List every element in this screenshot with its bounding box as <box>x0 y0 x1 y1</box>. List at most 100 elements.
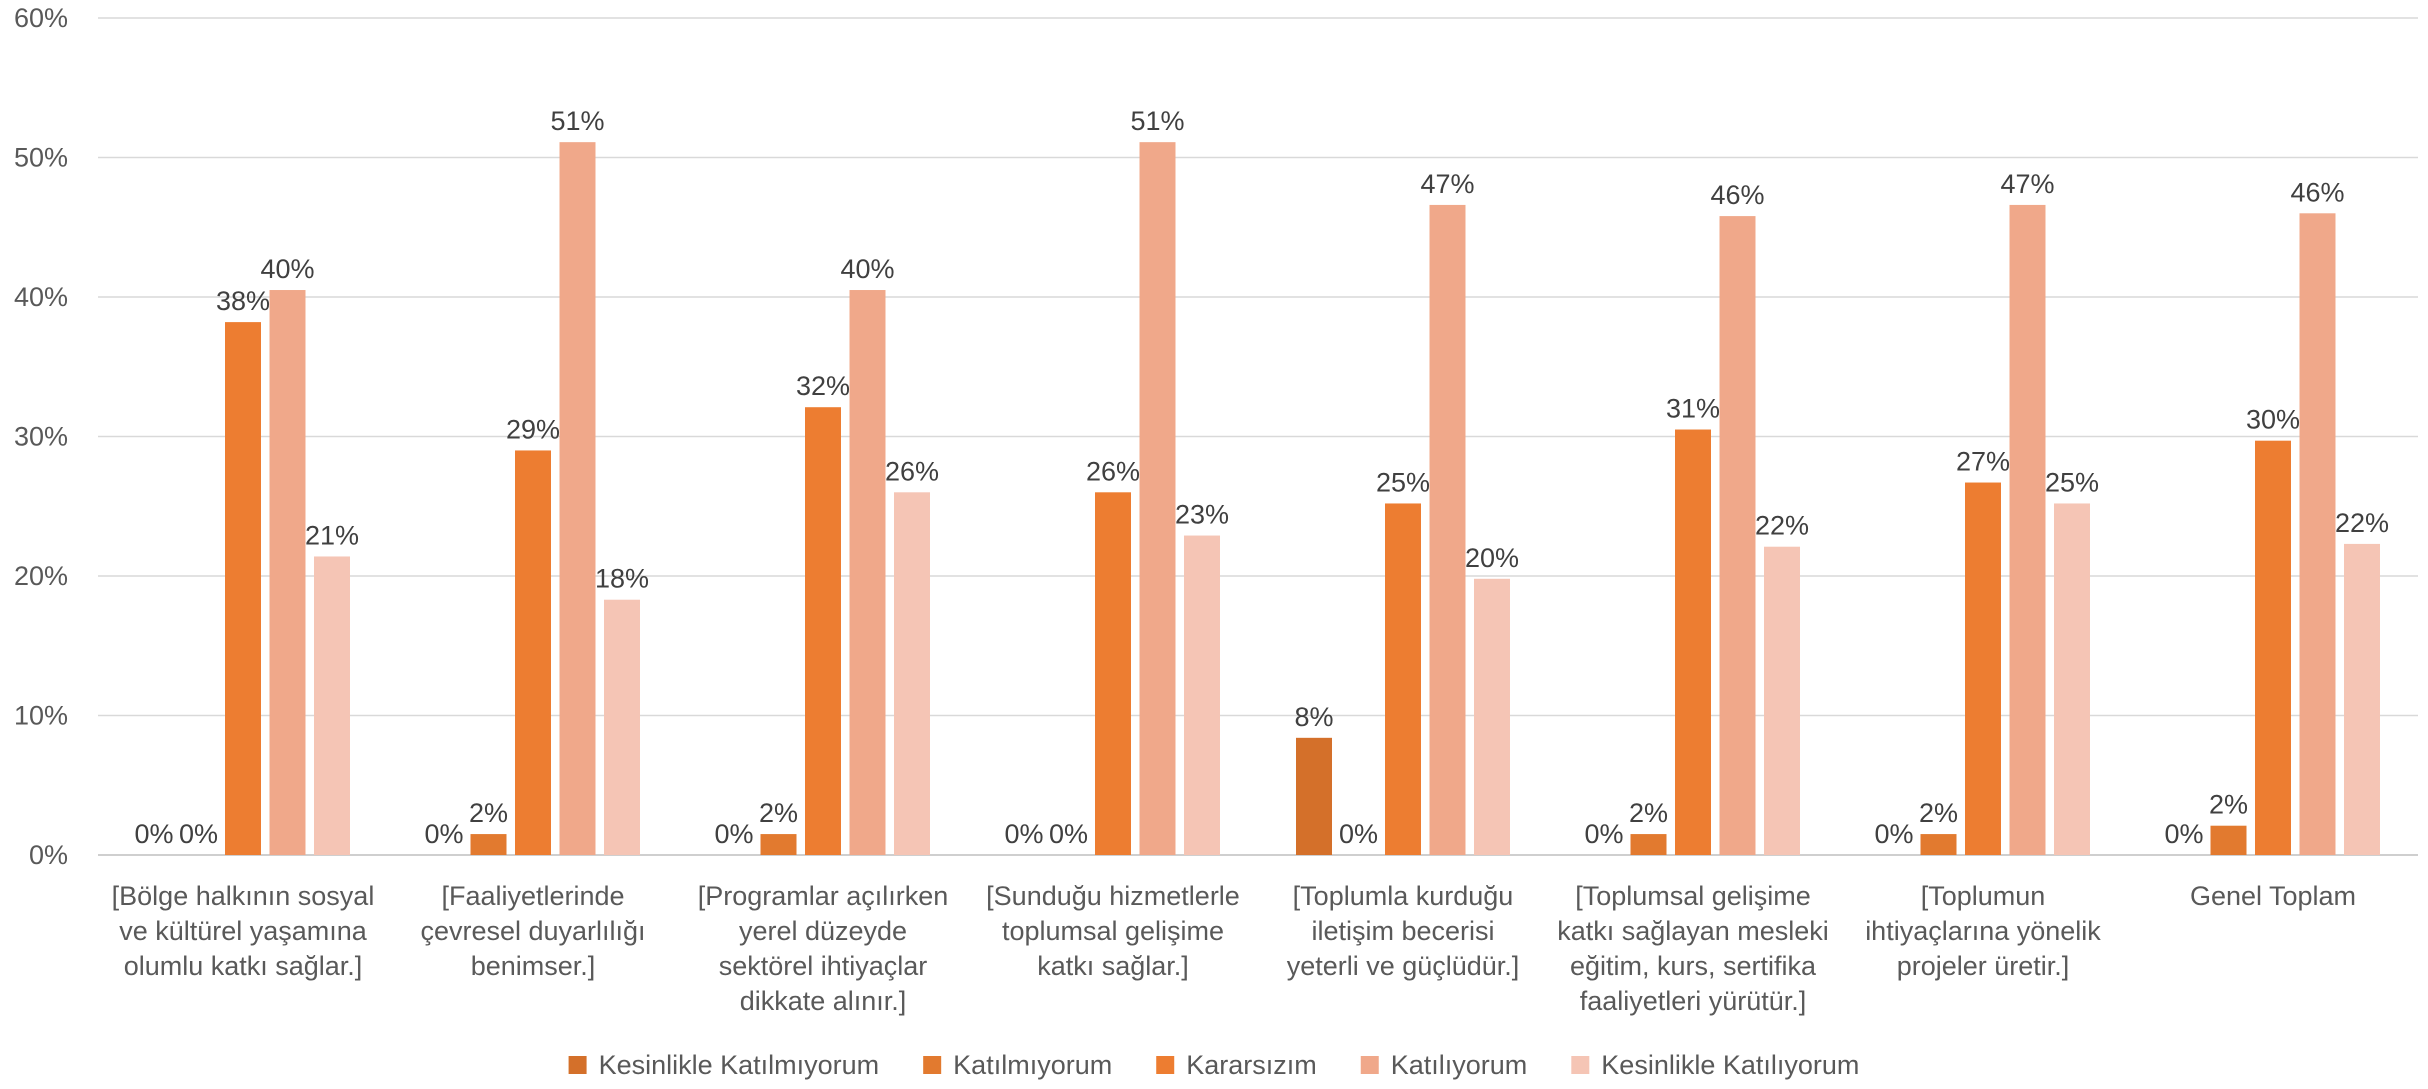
y-tick-label: 20% <box>14 561 68 591</box>
bar <box>1385 503 1421 855</box>
bar <box>2009 204 2046 855</box>
legend-swatch <box>568 1056 587 1074</box>
y-axis-tick-labels: 0% 10% 20% 30% 40% 50% 60% <box>14 3 68 870</box>
data-label: 22% <box>2335 508 2389 538</box>
data-label: 0% <box>1584 819 1623 849</box>
bar <box>894 492 930 855</box>
data-label: 2% <box>469 798 508 828</box>
data-label: 23% <box>1175 500 1229 530</box>
data-label: 29% <box>506 414 560 444</box>
bar <box>314 556 350 855</box>
y-tick-label: 10% <box>14 701 68 731</box>
bar <box>470 834 507 855</box>
data-label: 51% <box>550 106 604 136</box>
category-label-line: ihtiyaçlarına yönelik <box>1865 916 2101 946</box>
data-label: 32% <box>796 371 850 401</box>
data-label: 0% <box>1004 819 1043 849</box>
bar <box>849 290 886 855</box>
data-label: 8% <box>1294 702 1333 732</box>
category-label-line: yeterli ve güçlüdür.] <box>1287 951 1520 981</box>
gridlines <box>98 17 2418 856</box>
category-label-line: projeler üretir.] <box>1897 951 2070 981</box>
data-label: 2% <box>1919 798 1958 828</box>
data-label: 0% <box>179 819 218 849</box>
bar <box>225 322 261 855</box>
legend-swatch <box>923 1056 942 1074</box>
bar <box>2255 440 2291 855</box>
legend-label: Kesinlikle Katılıyorum <box>1601 1050 1859 1080</box>
bar <box>1139 142 1176 855</box>
bar <box>1719 216 1756 856</box>
legend-label: Kesinlikle Katılmıyorum <box>599 1050 880 1080</box>
data-label: 40% <box>840 254 894 284</box>
category-label-line: benimser.] <box>471 951 596 981</box>
category-label-line: [Programlar açılırken <box>698 881 949 911</box>
category-label: [Sunduğu hizmetlerle toplumsal gelişime ka… <box>986 881 1240 981</box>
bar <box>559 142 596 855</box>
category-label-line: [Toplumla kurduğu <box>1293 881 1514 911</box>
bar <box>1920 834 1957 855</box>
data-label: 0% <box>424 819 463 849</box>
category-label: [Faaliyetlerinde çevresel duyarlılığı beni… <box>420 881 645 981</box>
data-label: 46% <box>1710 180 1764 210</box>
bar <box>1184 535 1220 855</box>
category-label-line: iletişim becerisi <box>1311 916 1494 946</box>
bar <box>1630 834 1667 855</box>
data-label: 18% <box>595 564 649 594</box>
category-label-line: katkı sağlayan mesleki <box>1557 916 1829 946</box>
data-label: 0% <box>1874 819 1913 849</box>
category-label-line: [Sunduğu hizmetlerle <box>986 881 1240 911</box>
category-label-line: [Toplumsal gelişime <box>1575 881 1811 911</box>
data-label: 26% <box>1086 456 1140 486</box>
y-tick-label: 50% <box>14 143 68 173</box>
legend-label: Katılıyorum <box>1391 1050 1528 1080</box>
y-tick-label: 60% <box>14 3 68 33</box>
bar <box>760 834 797 855</box>
category-label: [Programlar açılırken yerel düzeyde sektör… <box>698 881 949 1016</box>
bar <box>805 407 841 855</box>
data-label: 47% <box>1420 169 1474 199</box>
y-tick-label: 0% <box>29 840 68 870</box>
bar <box>269 290 306 855</box>
data-label: 25% <box>2045 467 2099 497</box>
category-label-line: toplumsal gelişime <box>1002 916 1224 946</box>
category-label-line: faaliyetleri yürütür.] <box>1580 986 1807 1016</box>
data-label: 26% <box>885 456 939 486</box>
legend-swatch <box>1571 1056 1590 1074</box>
bars <box>225 142 2380 856</box>
data-label: 0% <box>2164 819 2203 849</box>
bar <box>1296 737 1332 855</box>
category-label-line: olumlu katkı sağlar.] <box>124 951 363 981</box>
data-label: 20% <box>1465 543 1519 573</box>
data-label: 2% <box>1629 798 1668 828</box>
data-label: 30% <box>2246 405 2300 435</box>
category-label-line: ve kültürel yaşamına <box>119 916 368 946</box>
data-label: 38% <box>216 286 270 316</box>
data-label: 0% <box>1049 819 1088 849</box>
bar <box>1429 204 1466 855</box>
bar <box>1675 429 1711 855</box>
data-label: 2% <box>2209 790 2248 820</box>
category-label-line: katkı sağlar.] <box>1037 951 1189 981</box>
category-label-line: eğitim, kurs, sertifika <box>1570 951 1817 981</box>
category-label-line: [Bölge halkının sosyal <box>112 881 375 911</box>
bar <box>2054 503 2090 855</box>
data-label: 40% <box>260 254 314 284</box>
category-label: [Toplumsal gelişime katkı sağlayan meslek… <box>1557 881 1829 1016</box>
data-label: 25% <box>1376 467 1430 497</box>
category-labels: [Bölge halkının sosyal ve kültürel yaşamı… <box>112 881 2356 1016</box>
bar <box>2344 543 2380 855</box>
category-label: [Bölge halkının sosyal ve kültürel yaşamı… <box>112 881 375 981</box>
data-label: 31% <box>1666 394 1720 424</box>
category-label-line: Genel Toplam <box>2190 881 2356 911</box>
data-label: 46% <box>2290 177 2344 207</box>
bar <box>1764 546 1800 855</box>
legend-swatch <box>1360 1056 1379 1074</box>
data-label: 22% <box>1755 511 1809 541</box>
legend-label: Kararsızım <box>1186 1050 1317 1080</box>
bar <box>1474 578 1510 855</box>
data-label: 0% <box>714 819 753 849</box>
category-label-line: [Toplumun <box>1921 881 2046 911</box>
category-label-line: sektörel ihtiyaçlar <box>719 951 928 981</box>
